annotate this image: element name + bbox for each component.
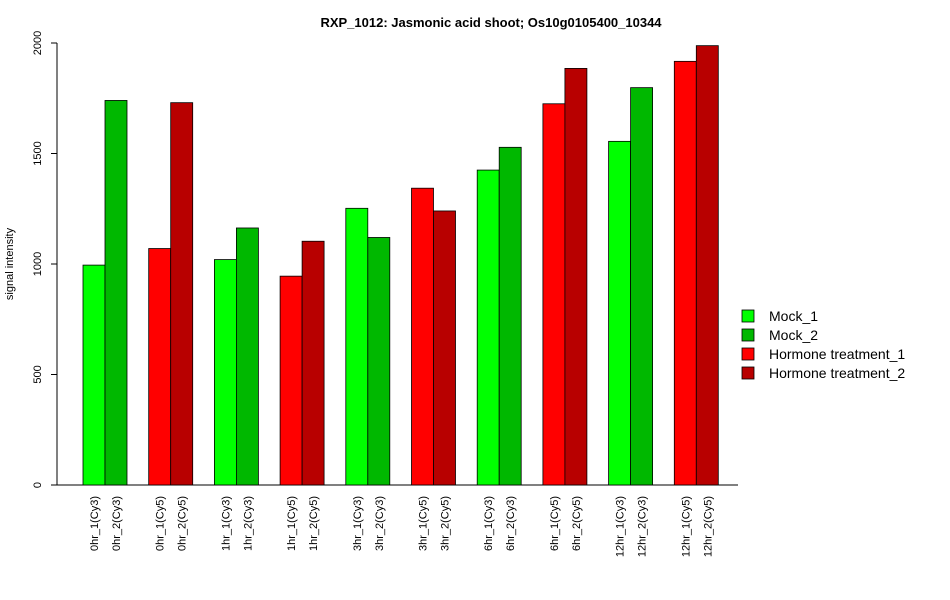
bar: [213, 259, 237, 486]
x-tick-label: 0hr_2(Cy5): [177, 496, 189, 551]
bar: [411, 187, 434, 486]
bar: [148, 248, 172, 486]
y-axis: 0 500 1000 1500 2000: [32, 31, 58, 488]
x-tick-label: 1hr_1(Cy3): [220, 496, 232, 551]
x-tick-label: 1hr_2(Cy5): [308, 496, 320, 551]
x-tick-label: 6hr_2(Cy5): [571, 496, 583, 551]
chart-title: RXP_1012: Jasmonic acid shoot; Os10g0105…: [320, 15, 662, 30]
bar: [170, 102, 194, 486]
y-tick-label: 1500: [32, 141, 44, 165]
bar: [476, 169, 500, 486]
x-tick-label: 6hr_2(Cy3): [505, 496, 517, 551]
legend-swatch: [741, 328, 755, 342]
x-tick-label: 0hr_1(Cy5): [155, 496, 167, 551]
bar: [301, 240, 325, 486]
x-tick-label: 3hr_2(Cy5): [440, 496, 452, 551]
legend-label: Mock_1: [769, 308, 818, 324]
x-tick-label: 3hr_2(Cy3): [374, 496, 386, 551]
y-tick-label: 1000: [32, 252, 44, 276]
x-tick-label: 12hr_1(Cy5): [680, 496, 692, 557]
legend-label: Mock_2: [769, 327, 818, 343]
bar: [498, 146, 522, 486]
bar: [695, 45, 719, 486]
bar: [433, 210, 456, 486]
bar: [630, 87, 653, 486]
x-tick-label: 12hr_1(Cy3): [615, 496, 627, 557]
x-tick-label: 12hr_2(Cy5): [702, 496, 714, 557]
legend: Mock_1 Mock_2 Hormone treatment_1 Hormone t…: [741, 308, 905, 381]
bar: [673, 60, 697, 486]
legend-swatch: [741, 366, 755, 380]
legend-label: Hormone treatment_1: [769, 346, 905, 362]
x-tick-label: 0hr_1(Cy3): [89, 496, 101, 551]
x-tick-label: 1hr_2(Cy3): [242, 496, 254, 551]
bar: [104, 100, 128, 486]
y-axis-label: signal intensity: [4, 227, 16, 300]
legend-swatch: [741, 309, 755, 323]
y-tick-label: 0: [32, 482, 44, 488]
bar: [542, 103, 566, 486]
y-tick-label: 2000: [32, 31, 44, 55]
x-tick-label: 6hr_1(Cy3): [483, 496, 495, 551]
bar: [608, 140, 631, 486]
bar: [367, 237, 391, 486]
bar: [564, 68, 588, 486]
x-tick-labels: 0hr_1(Cy3) 0hr_2(Cy3) 0hr_1(Cy5) 0hr_2(Cy5)…: [89, 496, 714, 557]
x-tick-label: 3hr_1(Cy5): [418, 496, 430, 551]
bar: [345, 207, 369, 486]
bars-group: [82, 45, 719, 486]
x-tick-label: 12hr_2(Cy3): [637, 496, 649, 557]
legend-swatch: [741, 347, 755, 361]
bar: [279, 275, 303, 486]
x-tick-label: 1hr_1(Cy5): [286, 496, 298, 551]
x-tick-label: 6hr_1(Cy5): [549, 496, 561, 551]
x-tick-label: 3hr_1(Cy3): [352, 496, 364, 551]
legend-label: Hormone treatment_2: [769, 365, 905, 381]
y-tick-label: 500: [32, 365, 44, 383]
bar: [235, 227, 259, 486]
bar: [82, 264, 106, 486]
x-tick-label: 0hr_2(Cy3): [111, 496, 123, 551]
